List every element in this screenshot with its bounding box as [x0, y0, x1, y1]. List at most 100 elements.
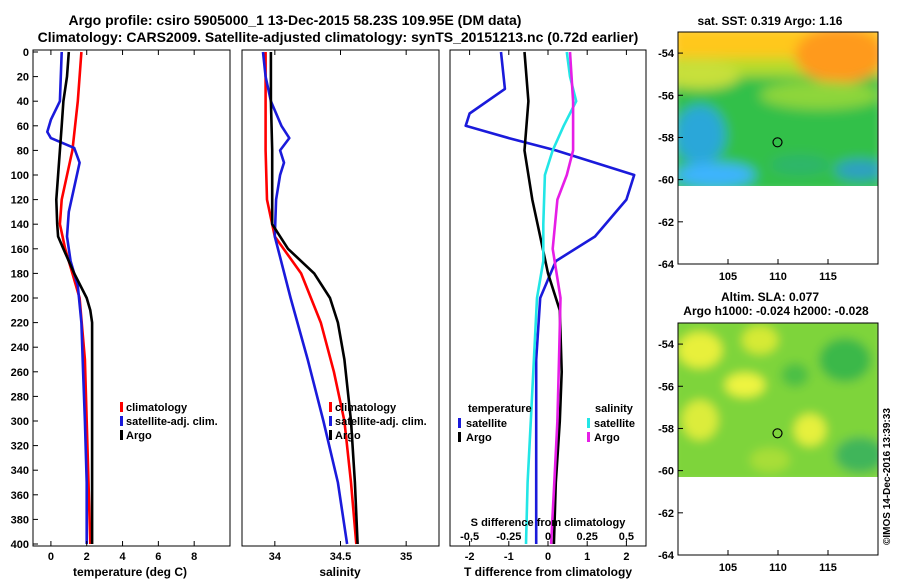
y-tick-label: 340	[11, 465, 29, 477]
difference-temperature-legend: temperature satellite Argo	[458, 403, 532, 444]
difference-salinity-legend: salinity satellite Argo	[587, 403, 635, 444]
legend-label-t-argo: Argo	[466, 432, 492, 444]
map-y-tick-label: -64	[658, 550, 675, 562]
salinity-panel: 34 34.5 35 salinity climatology satellite-…	[241, 49, 440, 579]
x2-tick-label: 0,5	[619, 531, 634, 543]
legend-label-s-argo: Argo	[594, 432, 620, 444]
x2-tick-label: -0.25	[496, 531, 521, 543]
y-tick-label: 180	[11, 268, 29, 280]
x-tick-label: 2	[84, 551, 90, 563]
x-tick-label: -1	[504, 551, 514, 563]
sla-map-title: Altim. SLA: 0.077	[721, 290, 819, 304]
map-x-tick-label: 115	[819, 271, 837, 283]
x-tick-label: 6	[155, 551, 161, 563]
series-line-argo	[269, 52, 359, 545]
y-tick-label: 160	[11, 244, 29, 256]
y-tick-label: 320	[11, 441, 29, 453]
x-tick-label: 34	[269, 551, 282, 563]
x-tick-label: -2	[465, 551, 475, 563]
legend-label-satellite: satellite-adj. clim.	[126, 416, 218, 428]
legend-swatch-climatology	[329, 402, 332, 412]
figure-title-line2: Climatology: CARS2009. Satellite-adjuste…	[38, 29, 639, 45]
legend-label-t-satellite: satellite	[466, 418, 507, 430]
y-tick-label: 300	[11, 416, 29, 428]
map-y-tick-label: -54	[658, 339, 675, 351]
legend-label-argo: Argo	[335, 430, 361, 442]
temperature-legend: climatology satellite-adj. clim. Argo	[120, 402, 218, 442]
legend-label-s-satellite: satellite	[594, 418, 635, 430]
x-tick-label: 2	[623, 551, 629, 563]
y-tick-label: 100	[11, 170, 29, 182]
legend-title-salinity: salinity	[595, 403, 634, 415]
x-tick-label: 0	[545, 551, 551, 563]
salinity-legend: climatology satellite-adj. clim. Argo	[329, 402, 427, 442]
temperature-panel: 0 2 4 6 8 0 20 40 60 80 100 120 140 160 180 200 220 240 2…	[11, 47, 231, 579]
figure-title-line1: Argo profile: csiro 5905000_1 13-Dec-201…	[69, 12, 522, 28]
series-line-t-argo	[523, 51, 564, 545]
legend-title-temperature: temperature	[468, 403, 532, 415]
y-tick-label: 140	[11, 219, 29, 231]
map-x-tick-label: 110	[769, 562, 787, 574]
legend-swatch-satellite	[120, 416, 123, 426]
salinity-xlabel: salinity	[319, 565, 361, 579]
credit-text: ©IMOS 14-Dec-2016 13:39:33	[882, 408, 893, 545]
legend-label-argo: Argo	[126, 430, 152, 442]
x-tick-label: 8	[191, 551, 197, 563]
map-y-tick-label: -62	[658, 508, 674, 520]
sst-map-field	[678, 32, 878, 186]
sla-map-field	[678, 323, 878, 477]
map-y-tick-label: -56	[658, 90, 674, 102]
x2-tick-label: 0.25	[576, 531, 597, 543]
map-y-tick-label: -64	[658, 259, 675, 271]
x-tick-label: 34.5	[330, 551, 351, 563]
legend-swatch-satellite	[329, 416, 332, 426]
sst-argo-location-marker	[772, 137, 783, 148]
sst-map-panel: sat. SST: 0.319 Argo: 1.16 105 110 115 -54…	[658, 14, 879, 283]
legend-label-climatology: climatology	[126, 402, 188, 414]
map-y-tick-label: -62	[658, 217, 674, 229]
y-tick-label: 240	[11, 342, 29, 354]
series-line-satellite-adj-clim	[45, 51, 88, 544]
y-tick-label: 0	[23, 47, 29, 59]
y-tick-label: 20	[17, 72, 29, 84]
series-line-climatology	[264, 52, 358, 545]
map-x-tick-label: 105	[719, 271, 737, 283]
x-tick-label: 4	[119, 551, 126, 563]
legend-label-satellite: satellite-adj. clim.	[335, 416, 427, 428]
series-line-t-satellite	[464, 51, 636, 544]
y-tick-label: 120	[11, 195, 29, 207]
y-tick-label: 200	[11, 293, 29, 305]
x-tick-label: 0	[48, 551, 54, 563]
series-line-s-argo	[549, 51, 575, 545]
series-line-satellite-adj-clim	[261, 51, 349, 545]
sla-argo-location-marker	[772, 428, 783, 439]
legend-swatch-s-satellite	[587, 418, 590, 428]
map-y-tick-label: -60	[658, 175, 674, 187]
x2-tick-label: -0,5	[460, 531, 479, 543]
series-line-argo	[54, 51, 94, 544]
y-tick-label: 60	[17, 121, 29, 133]
y-tick-label: 400	[11, 539, 29, 551]
map-x-tick-label: 105	[719, 562, 737, 574]
y-tick-label: 40	[17, 96, 29, 108]
legend-swatch-climatology	[120, 402, 123, 412]
y-tick-label: 260	[11, 367, 29, 379]
y-tick-label: 360	[11, 490, 29, 502]
map-y-tick-label: -58	[658, 132, 674, 144]
legend-swatch-argo	[329, 430, 332, 440]
legend-label-climatology: climatology	[335, 402, 397, 414]
y-tick-label: 280	[11, 391, 29, 403]
y-tick-label: 80	[17, 145, 29, 157]
legend-swatch-t-argo	[458, 432, 461, 442]
x-tick-label: 1	[584, 551, 590, 563]
map-y-tick-label: -56	[658, 381, 674, 393]
difference-x2label: S difference from climatology	[471, 517, 627, 529]
sst-map-title: sat. SST: 0.319 Argo: 1.16	[698, 14, 843, 28]
legend-swatch-s-argo	[587, 432, 590, 442]
y-tick-label: 380	[11, 514, 29, 526]
map-y-tick-label: -60	[658, 466, 674, 478]
map-y-tick-label: -58	[658, 423, 674, 435]
map-y-tick-label: -54	[658, 48, 675, 60]
temperature-axes-frame	[32, 49, 231, 547]
